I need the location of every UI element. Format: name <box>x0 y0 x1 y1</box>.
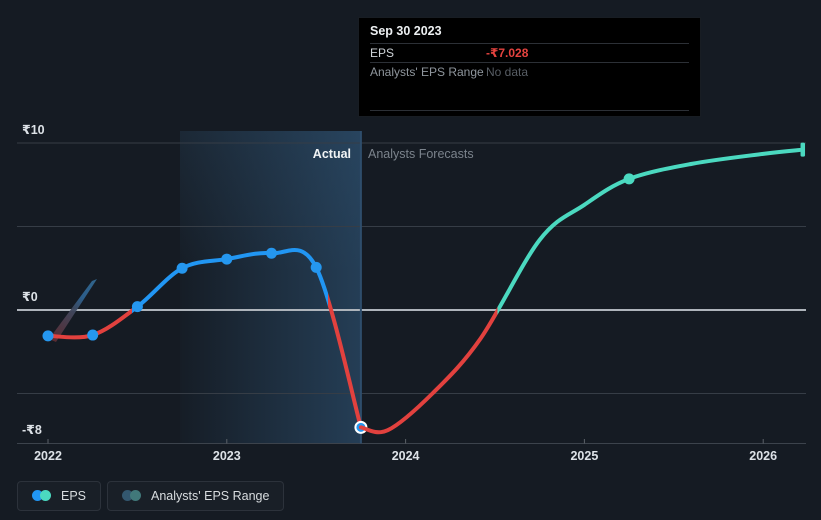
tooltip-range-row: Analysts' EPS Range No data <box>370 63 689 81</box>
x-axis-label-2023: 2023 <box>212 449 241 463</box>
tooltip-range-value: No data <box>486 65 529 79</box>
data-point[interactable] <box>131 301 143 313</box>
legend-eps-label: EPS <box>61 489 87 503</box>
y-axis-label-neg8: -₹8 <box>22 423 42 437</box>
data-point[interactable] <box>42 330 54 342</box>
y-axis-label-0: ₹0 <box>22 290 38 304</box>
legend-eps[interactable]: EPS <box>17 481 102 511</box>
x-axis-label-2026: 2026 <box>749 449 778 463</box>
forecast-eps-line <box>358 147 805 435</box>
tooltip-eps-label: EPS <box>370 46 395 60</box>
data-point[interactable] <box>221 253 233 265</box>
tooltip-spacer <box>370 81 689 110</box>
analysts-range-series-icon <box>122 490 142 502</box>
actual-period-band <box>180 131 361 444</box>
data-point[interactable] <box>623 173 635 185</box>
y-axis-label-10: ₹10 <box>22 123 45 137</box>
tooltip-range-label: Analysts' EPS Range <box>370 65 484 79</box>
legend-analysts-range-label: Analysts' EPS Range <box>151 489 270 503</box>
x-axis-label-2024: 2024 <box>391 449 420 463</box>
tooltip-eps-value: -₹7.028 <box>486 46 529 60</box>
tooltip-eps-row: EPS -₹7.028 <box>370 44 689 62</box>
chart-legend: EPS Analysts' EPS Range <box>17 481 285 511</box>
trend-needle-decoration <box>49 279 97 342</box>
x-axis-label-2022: 2022 <box>34 449 62 463</box>
data-point[interactable] <box>176 262 188 274</box>
x-axis-label-2025: 2025 <box>570 449 599 463</box>
tooltip-divider <box>370 110 689 111</box>
forecast-phase-label: Analysts Forecasts <box>368 147 474 161</box>
data-point[interactable] <box>310 261 322 273</box>
actual-phase-label: Actual <box>312 147 351 161</box>
tooltip-divider <box>370 62 689 63</box>
data-point[interactable] <box>266 247 277 259</box>
legend-analysts-eps-range[interactable]: Analysts' EPS Range <box>107 481 285 511</box>
tooltip-date: Sep 30 2023 <box>370 24 442 38</box>
chart-tooltip: Sep 30 2023 EPS -₹7.028 Analysts' EPS Ra… <box>358 17 701 117</box>
actual-eps-line <box>46 248 363 430</box>
forecast-end-cap <box>800 142 806 157</box>
tooltip-divider <box>370 43 689 44</box>
data-point[interactable] <box>87 329 99 341</box>
eps-series-icon <box>32 490 52 502</box>
